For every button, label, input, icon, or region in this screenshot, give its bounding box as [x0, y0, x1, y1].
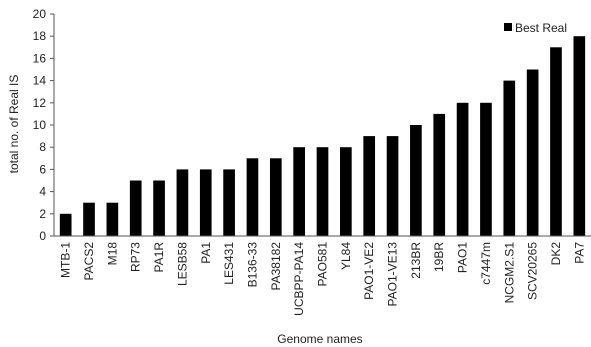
- bar-lesb58: [176, 169, 189, 236]
- bar-yl84: [340, 147, 352, 236]
- y-tick-label: 20: [33, 7, 47, 21]
- bar-ncgm2-s1: [503, 80, 516, 236]
- x-tick-label: PA7: [572, 242, 586, 264]
- bar-pao581: [316, 147, 329, 236]
- legend-swatch: [504, 23, 512, 31]
- x-tick-label: PAO1-VE2: [362, 242, 376, 300]
- x-tick-label: B136-33: [245, 242, 259, 288]
- bar-b136-33: [246, 158, 259, 236]
- bar-mtb-1: [59, 213, 72, 236]
- x-tick-label: c7447m: [479, 242, 493, 285]
- x-tick-label: PAO1-VE13: [386, 242, 400, 307]
- x-tick-label: NCGM2.S1: [502, 242, 516, 304]
- bar-19br: [433, 113, 446, 236]
- bar-scv20265: [526, 69, 539, 236]
- bars-group: [59, 36, 586, 237]
- y-tick-label: 14: [33, 74, 47, 88]
- bar-pao1-ve2: [363, 136, 376, 236]
- y-tick-label: 18: [33, 29, 47, 43]
- bar-ucbpp-pa14: [293, 147, 305, 236]
- bar-pa1r: [153, 180, 165, 236]
- x-tick-label: PA1R: [152, 242, 166, 273]
- x-tick-label: PAO581: [316, 242, 330, 287]
- x-tick-label: PA1: [199, 242, 213, 264]
- x-axis-ticks: MTB-1 PACS2 M18 RP73 PA1R LESB58 PA1 LES431 B136…: [59, 242, 587, 316]
- x-tick-label: MTB-1: [59, 242, 73, 278]
- y-tick-label: 6: [39, 162, 46, 176]
- bar-c7447m: [480, 102, 492, 236]
- y-tick-label: 2: [39, 207, 46, 221]
- bar-pa1: [199, 169, 212, 236]
- x-tick-label: UCBPP-PA14: [292, 242, 306, 316]
- x-tick-label: 213BR: [409, 242, 423, 279]
- y-tick-label: 16: [33, 51, 47, 65]
- x-tick-label: YL84: [339, 242, 353, 270]
- x-axis-title: Genome names: [277, 332, 362, 346]
- x-tick-label: PA38182: [269, 242, 283, 291]
- x-tick-label: RP73: [129, 242, 143, 272]
- x-tick-label: PACS2: [82, 242, 96, 281]
- y-axis-title: total no. of Real IS: [7, 75, 21, 174]
- x-tick-label: LES431: [222, 242, 236, 285]
- x-tick-label: SCV20265: [526, 242, 540, 300]
- bar-m18: [106, 202, 119, 236]
- bar-pa7: [573, 36, 586, 237]
- y-tick-label: 10: [33, 118, 47, 132]
- x-tick-label: LESB58: [175, 242, 189, 286]
- y-tick-label: 12: [33, 96, 47, 110]
- y-axis-ticks: 0 2 4 6 8 10 12 14 16 18 20: [33, 7, 54, 243]
- legend: Best Real: [504, 21, 567, 35]
- y-tick-label: 0: [39, 229, 46, 243]
- bar-pao1-ve13: [386, 136, 399, 236]
- x-tick-label: 19BR: [432, 242, 446, 272]
- bar-213br: [410, 125, 422, 236]
- bar-dk2: [550, 47, 562, 236]
- y-tick-label: 4: [39, 185, 46, 199]
- bar-pa38182: [269, 158, 282, 236]
- bar-rp73: [129, 180, 142, 236]
- bar-les431: [223, 169, 235, 236]
- bar-pacs2: [83, 202, 95, 236]
- legend-label: Best Real: [515, 21, 567, 35]
- y-tick-label: 8: [39, 140, 46, 154]
- x-tick-label: DK2: [549, 242, 563, 266]
- x-tick-label: PAO1: [456, 242, 470, 273]
- x-tick-label: M18: [105, 242, 119, 266]
- bar-pao1: [456, 102, 469, 236]
